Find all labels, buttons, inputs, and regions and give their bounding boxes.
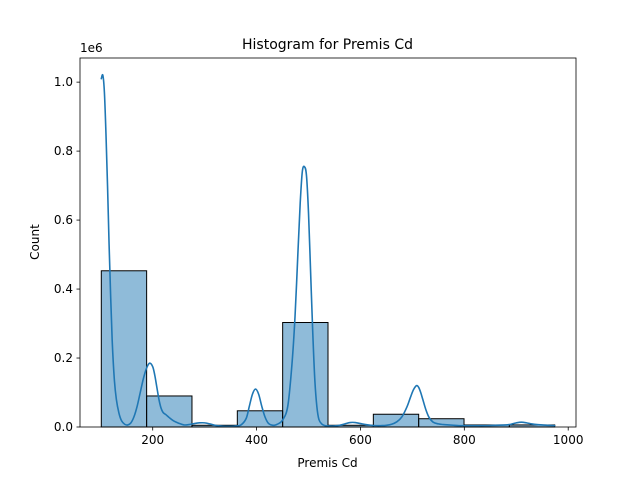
axes-frame (79, 57, 577, 428)
y-tick-label: 0.4 (54, 282, 73, 296)
y-axis-ticks: 0.0 0.2 0.4 0.6 0.8 1.0 (54, 75, 80, 434)
histogram-bar-5 (282, 322, 329, 428)
y-tick-label: 0.8 (54, 144, 73, 158)
x-axis-label: Premis Cd (297, 456, 357, 470)
y-tick-label: 0.6 (54, 213, 73, 227)
histogram-bars (100, 270, 556, 428)
x-tick-label: 600 (349, 433, 372, 447)
x-tick-label: 800 (453, 433, 476, 447)
histogram-bar-2 (146, 395, 193, 428)
x-axis-ticks: 200 400 600 800 1000 (141, 427, 583, 447)
y-tick-label: 0.0 (54, 420, 73, 434)
y-tick-label: 0.2 (54, 351, 73, 365)
y-axis-label: Count (28, 224, 42, 260)
histogram-bar-1 (100, 270, 148, 428)
x-tick-label: 1000 (553, 433, 584, 447)
x-tick-label: 400 (245, 433, 268, 447)
y-axis-offset-label: 1e6 (80, 41, 103, 55)
kde-curve (100, 73, 556, 428)
y-tick-label: 1.0 (54, 75, 73, 89)
x-tick-label: 200 (141, 433, 164, 447)
chart-title: Histogram for Premis Cd (242, 37, 413, 53)
